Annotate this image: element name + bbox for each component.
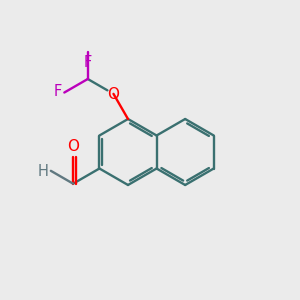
Text: F: F — [54, 84, 62, 99]
Text: H: H — [38, 164, 49, 179]
Text: F: F — [84, 55, 92, 70]
Text: O: O — [67, 139, 79, 154]
Text: O: O — [107, 87, 119, 102]
